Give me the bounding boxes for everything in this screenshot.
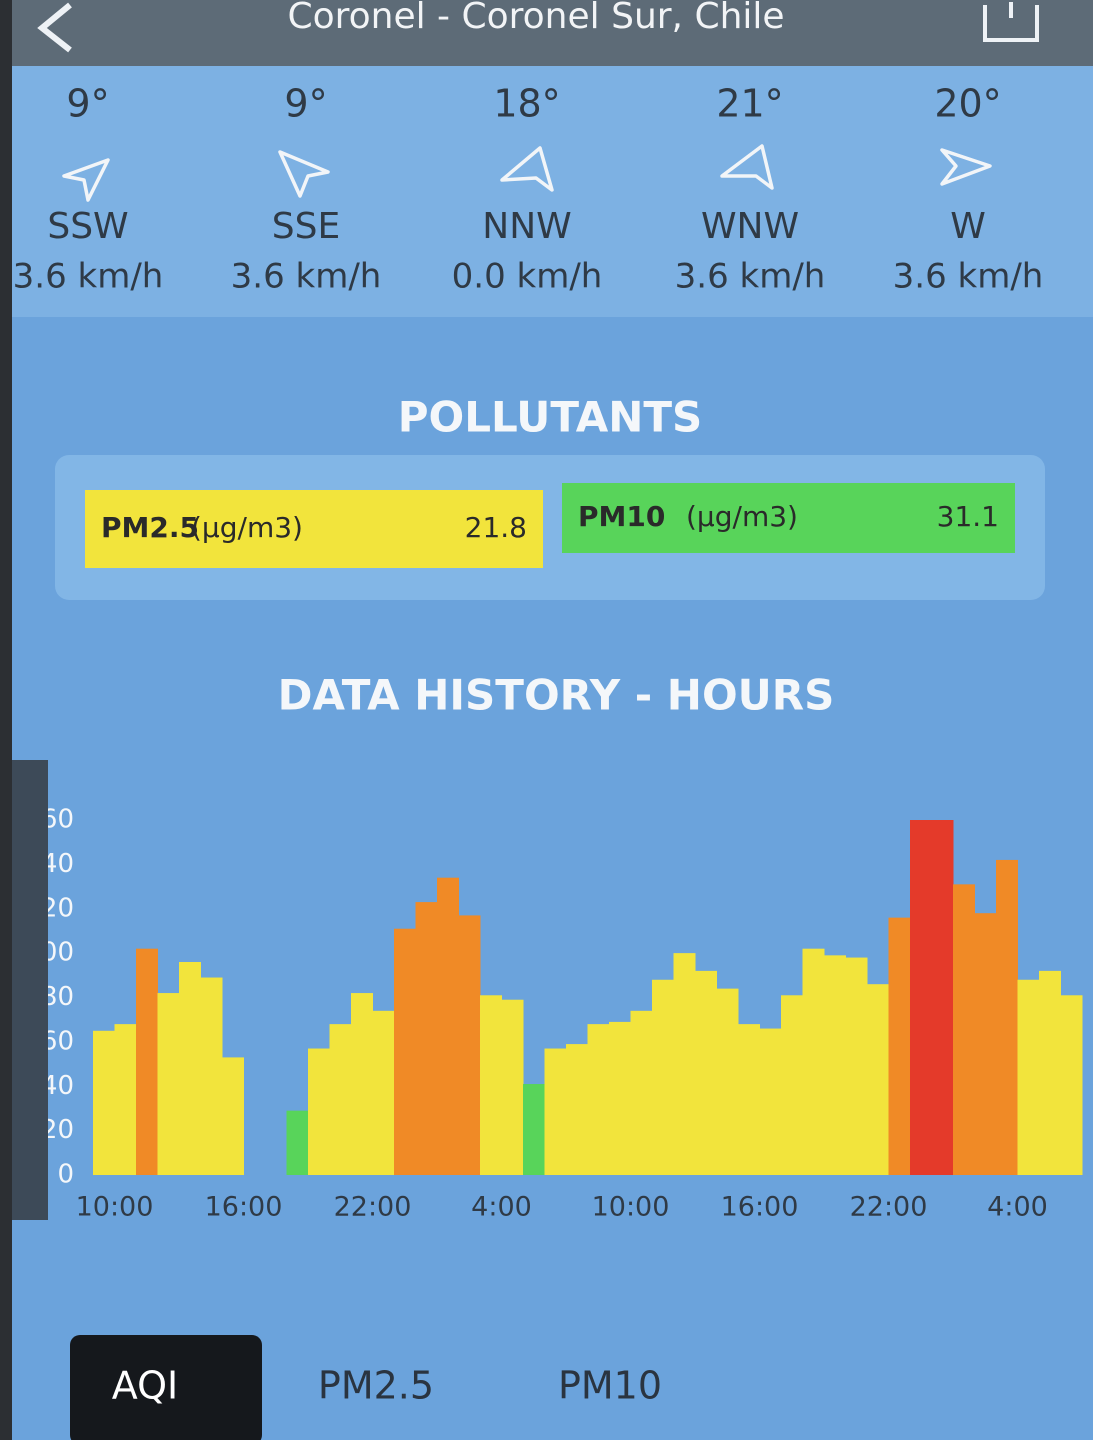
wind-arrow bbox=[720, 144, 774, 190]
bar bbox=[845, 957, 868, 1175]
bar bbox=[415, 902, 438, 1175]
tab[interactable]: PM10 bbox=[558, 1364, 662, 1408]
bar bbox=[501, 999, 524, 1175]
x-tick-label: 4:00 bbox=[471, 1192, 532, 1223]
bar bbox=[781, 995, 803, 1175]
bar bbox=[93, 1030, 115, 1175]
tab-bar: AQI PM2.5 PM10 bbox=[112, 1364, 662, 1408]
tab[interactable]: PM2.5 bbox=[318, 1364, 434, 1408]
bar bbox=[566, 1044, 588, 1175]
bar bbox=[394, 928, 416, 1175]
x-tick-label: 22:00 bbox=[850, 1192, 928, 1223]
bar bbox=[200, 977, 223, 1175]
bar bbox=[974, 913, 997, 1175]
bar bbox=[544, 1048, 567, 1175]
bar bbox=[222, 1057, 244, 1175]
bar bbox=[996, 859, 1018, 1175]
temperature: 20° bbox=[934, 82, 1001, 126]
bar bbox=[910, 820, 932, 1175]
bar bbox=[738, 1024, 760, 1175]
bar bbox=[351, 993, 373, 1175]
bar bbox=[716, 988, 739, 1175]
wind-direction: NNW bbox=[482, 206, 571, 247]
x-tick-label: 22:00 bbox=[334, 1192, 412, 1223]
wind-arrow bbox=[940, 148, 992, 186]
temperature: 18° bbox=[493, 82, 560, 126]
bar bbox=[1060, 995, 1083, 1175]
bar bbox=[308, 1048, 330, 1175]
bar bbox=[136, 948, 158, 1175]
bar bbox=[437, 877, 459, 1175]
bar bbox=[179, 962, 201, 1175]
x-tick-label: 4:00 bbox=[987, 1192, 1048, 1223]
pollutant-value: 31.1 bbox=[937, 500, 999, 533]
bar bbox=[329, 1024, 352, 1175]
temperature: 9° bbox=[284, 82, 327, 126]
wind-direction: SSW bbox=[47, 206, 128, 247]
wind-speed: 3.6 km/h bbox=[231, 257, 382, 297]
pollutant-box bbox=[85, 490, 543, 568]
bar bbox=[609, 1021, 631, 1175]
share-button[interactable] bbox=[983, 2, 1039, 42]
bar bbox=[630, 1010, 653, 1175]
wind-speed: 3.6 km/h bbox=[675, 257, 826, 297]
bar bbox=[523, 1084, 545, 1175]
forecast: 9° SSW 3.6 km/h 9° SSE 3.6 km/h 18° NNW 0.0 km/h… bbox=[13, 82, 1044, 297]
bar bbox=[1017, 979, 1040, 1175]
x-tick-label: 16:00 bbox=[721, 1192, 799, 1223]
x-tick-label: 16:00 bbox=[205, 1192, 283, 1223]
bar bbox=[458, 915, 481, 1175]
forecast-band bbox=[0, 62, 1093, 317]
pollutant-name: PM2.5 bbox=[101, 511, 199, 544]
bar bbox=[931, 820, 954, 1175]
bar bbox=[1039, 970, 1061, 1175]
header-bar bbox=[0, 0, 1093, 66]
wind-direction: SSE bbox=[272, 206, 340, 247]
bar bbox=[824, 955, 846, 1175]
bar bbox=[114, 1024, 137, 1175]
pollutant-name: PM10 bbox=[578, 500, 665, 533]
wind-speed: 3.6 km/h bbox=[893, 257, 1044, 297]
x-tick-label: 10:00 bbox=[592, 1192, 670, 1223]
pollutant-value: 21.8 bbox=[465, 511, 527, 544]
bar bbox=[759, 1028, 782, 1175]
chart-title: DATA HISTORY - HOURS bbox=[278, 671, 835, 720]
wind-arrow bbox=[278, 150, 330, 198]
bar bbox=[286, 1110, 309, 1175]
temperature: 9° bbox=[66, 82, 109, 126]
active-tab-background bbox=[70, 1335, 262, 1440]
section-title: POLLUTANTS bbox=[398, 393, 703, 442]
bar bbox=[867, 984, 889, 1175]
bar bbox=[372, 1010, 395, 1175]
wind-speed: 0.0 km/h bbox=[452, 257, 603, 297]
wind-arrow bbox=[500, 146, 554, 192]
wind-speed: 3.6 km/h bbox=[13, 257, 164, 297]
bezel-edge bbox=[0, 0, 12, 1440]
bar bbox=[673, 953, 696, 1175]
wind-arrow bbox=[62, 158, 110, 202]
bar bbox=[480, 995, 502, 1175]
bar bbox=[695, 970, 717, 1175]
wind-direction: W bbox=[950, 206, 986, 247]
pollutant-unit: (µg/m3) bbox=[686, 500, 798, 533]
bar bbox=[953, 884, 975, 1175]
y-tick-label: 0 bbox=[57, 1160, 74, 1190]
wind-arrows bbox=[62, 144, 992, 202]
temperature: 21° bbox=[716, 82, 783, 126]
bar bbox=[587, 1024, 610, 1175]
bar bbox=[802, 948, 825, 1175]
x-tick-label: 10:00 bbox=[76, 1192, 154, 1223]
pollutant-unit: (µg/m3) bbox=[191, 511, 303, 544]
back-button[interactable] bbox=[37, 2, 72, 53]
wind-direction: WNW bbox=[701, 206, 799, 247]
location-title: Coronel - Coronel Sur, Chile bbox=[287, 0, 784, 37]
pollutant-list: PM2.5(µg/m3) 21.8 PM10 (µg/m3) 31.1 bbox=[85, 483, 1015, 568]
tab[interactable]: AQI bbox=[112, 1364, 178, 1408]
pollutant-box bbox=[562, 483, 1015, 553]
bar bbox=[888, 917, 911, 1175]
bar bbox=[157, 993, 180, 1175]
bar bbox=[652, 979, 674, 1175]
